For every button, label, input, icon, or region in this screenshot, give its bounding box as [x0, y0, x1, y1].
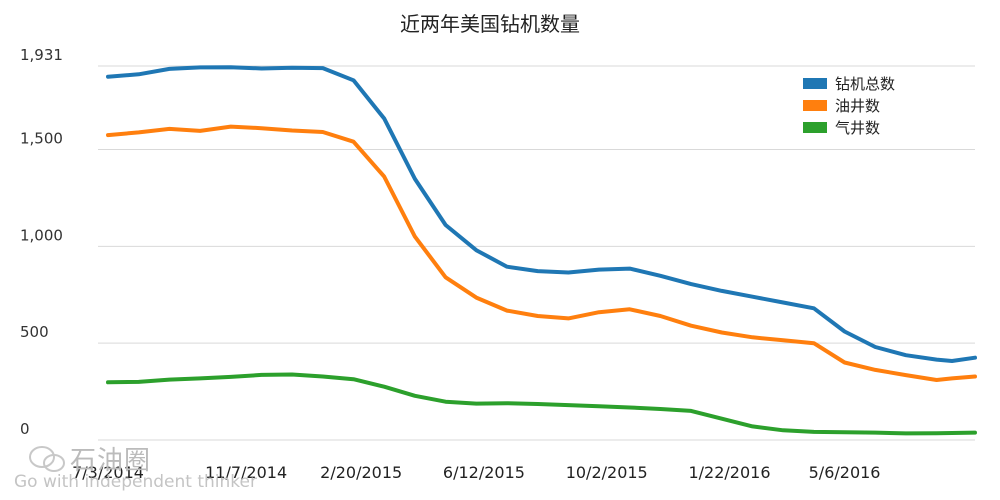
legend-label: 气井数 — [835, 119, 880, 137]
chart-title: 近两年美国钻机数量 — [400, 12, 580, 36]
y-tick-label: 1,500 — [20, 129, 63, 147]
legend-swatch — [803, 100, 827, 111]
x-tick-label: 5/6/2016 — [809, 463, 881, 482]
series-line-1 — [106, 65, 977, 363]
series-line-3 — [106, 372, 977, 436]
legend-swatch — [803, 78, 827, 89]
x-tick-label: 7/3/2014 — [72, 463, 144, 482]
legend-label: 油井数 — [835, 97, 880, 115]
x-tick-label: 2/20/2015 — [320, 463, 402, 482]
series-line-2 — [106, 124, 977, 382]
y-tick-label: 0 — [20, 420, 30, 438]
x-tick-label: 10/2/2015 — [566, 463, 648, 482]
y-tick-label: 1,000 — [20, 226, 63, 244]
x-tick-label: 6/12/2015 — [443, 463, 525, 482]
legend-label: 钻机总数 — [835, 75, 895, 93]
legend-swatch — [803, 122, 827, 133]
x-tick-label: 1/22/2016 — [688, 463, 770, 482]
y-tick-label: 1,931 — [20, 46, 63, 64]
y-tick-label: 500 — [20, 323, 49, 341]
x-tick-label: 11/7/2014 — [205, 463, 287, 482]
